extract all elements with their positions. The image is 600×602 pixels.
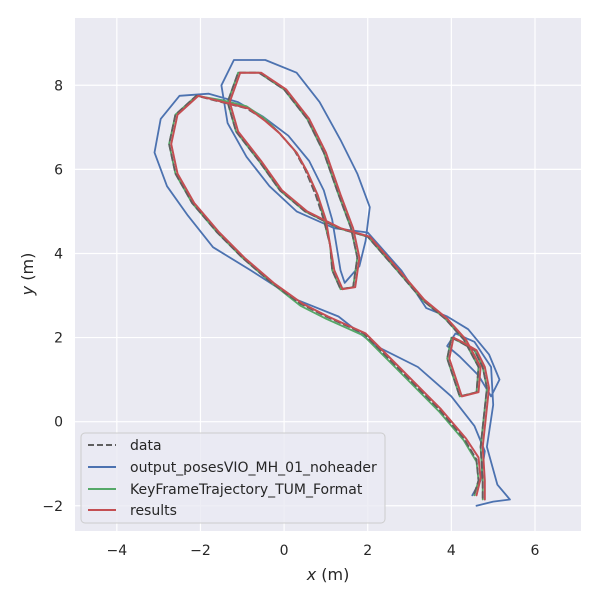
x-tick-label: 2 xyxy=(363,543,372,559)
x-tick-label: 4 xyxy=(447,543,456,559)
y-tick-label: 6 xyxy=(54,162,63,178)
x-tick-label: 6 xyxy=(531,543,540,559)
x-tick-label: 0 xyxy=(280,543,289,559)
x-tick-label: −2 xyxy=(190,543,211,559)
x-axis-label-var: x xyxy=(306,565,317,584)
y-axis-label-var: y xyxy=(18,285,37,296)
series-line-output_posesVIO_MH_01_noheader xyxy=(153,59,511,507)
y-tick-label: 8 xyxy=(54,78,63,94)
legend: data output_posesVIO_MH_01_noheader KeyF… xyxy=(80,432,386,524)
y-axis-label-unit: (m) xyxy=(18,253,37,286)
x-tick-label: −4 xyxy=(106,543,127,559)
y-tick-label: 0 xyxy=(54,415,63,431)
x-tick-labels: −4 −2 0 2 4 6 xyxy=(106,543,539,559)
legend-label-results: results xyxy=(130,503,177,519)
series-layer xyxy=(153,59,511,507)
y-tick-label: −2 xyxy=(42,499,63,515)
y-tick-labels: −2 0 2 4 6 8 xyxy=(42,78,63,514)
x-axis-label-unit: (m) xyxy=(316,565,349,584)
grid xyxy=(75,18,581,531)
legend-frame xyxy=(80,432,386,524)
x-axis-label: x (m) xyxy=(306,565,350,584)
legend-label-data: data xyxy=(130,438,162,454)
y-tick-label: 4 xyxy=(54,246,63,262)
y-tick-label: 2 xyxy=(54,331,63,347)
legend-label-output-poses: output_posesVIO_MH_01_noheader xyxy=(130,460,377,476)
series-line-results xyxy=(170,71,490,501)
y-axis-label: y (m) xyxy=(18,253,37,297)
legend-label-keyframe: KeyFrameTrajectory_TUM_Format xyxy=(130,482,363,498)
